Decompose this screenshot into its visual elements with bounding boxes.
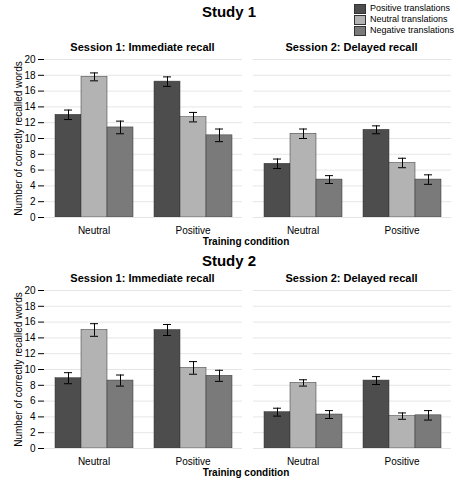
svg-text:16: 16 [24,85,36,96]
svg-text:2: 2 [30,196,36,207]
html-text:Session 2: Delayed recall: Session 2: Delayed recall [285,272,418,284]
svg-text:6: 6 [30,395,36,406]
svg-text:Positive: Positive [175,456,210,466]
html-text:Positive translations: Positive translations [370,3,450,13]
html-text:Negative translations: Negative translations [370,25,454,35]
html-text:Neutral translations: Neutral translations [370,14,448,24]
svg-text:0: 0 [30,443,36,454]
svg-text:2: 2 [30,427,36,438]
svg-text:4: 4 [30,411,36,422]
svg-text:12: 12 [24,117,36,128]
svg-text:Number of correctly recalled w: Number of correctly recalled words [13,292,24,447]
svg-text:8: 8 [30,149,36,160]
svg-text:Number of correctly recalled w: Number of correctly recalled words [13,61,24,216]
svg-text:10: 10 [24,133,36,144]
svg-text:12: 12 [24,348,36,359]
svg-text:Positive: Positive [384,456,419,466]
html-text:Session 1: Immediate recall: Session 1: Immediate recall [70,41,215,53]
svg-text:14: 14 [24,101,36,112]
svg-text:Neutral: Neutral [78,225,110,235]
svg-text:Neutral: Neutral [287,225,319,235]
html-text:Session 2: Delayed recall: Session 2: Delayed recall [285,41,418,53]
html-text:Study 1: Study 1 [201,3,257,20]
svg-text:Neutral: Neutral [287,456,319,466]
svg-text:20: 20 [24,55,36,65]
html-text:Session 1: Immediate recall: Session 1: Immediate recall [70,272,215,284]
svg-text:18: 18 [24,70,36,81]
svg-text:8: 8 [30,380,36,391]
svg-text:Neutral: Neutral [78,456,110,466]
html-text:Study 2: Study 2 [201,252,257,269]
svg-text:6: 6 [30,164,36,175]
svg-text:16: 16 [24,316,36,327]
svg-text:18: 18 [24,301,36,312]
svg-text:Positive: Positive [384,225,419,235]
svg-text:Positive: Positive [175,225,210,235]
svg-text:20: 20 [24,286,36,296]
svg-text:4: 4 [30,180,36,191]
svg-text:14: 14 [24,332,36,343]
svg-text:0: 0 [30,212,36,223]
svg-text:10: 10 [24,364,36,375]
html-text:Training condition: Training condition [202,467,290,478]
html-text:Training condition: Training condition [202,236,290,247]
